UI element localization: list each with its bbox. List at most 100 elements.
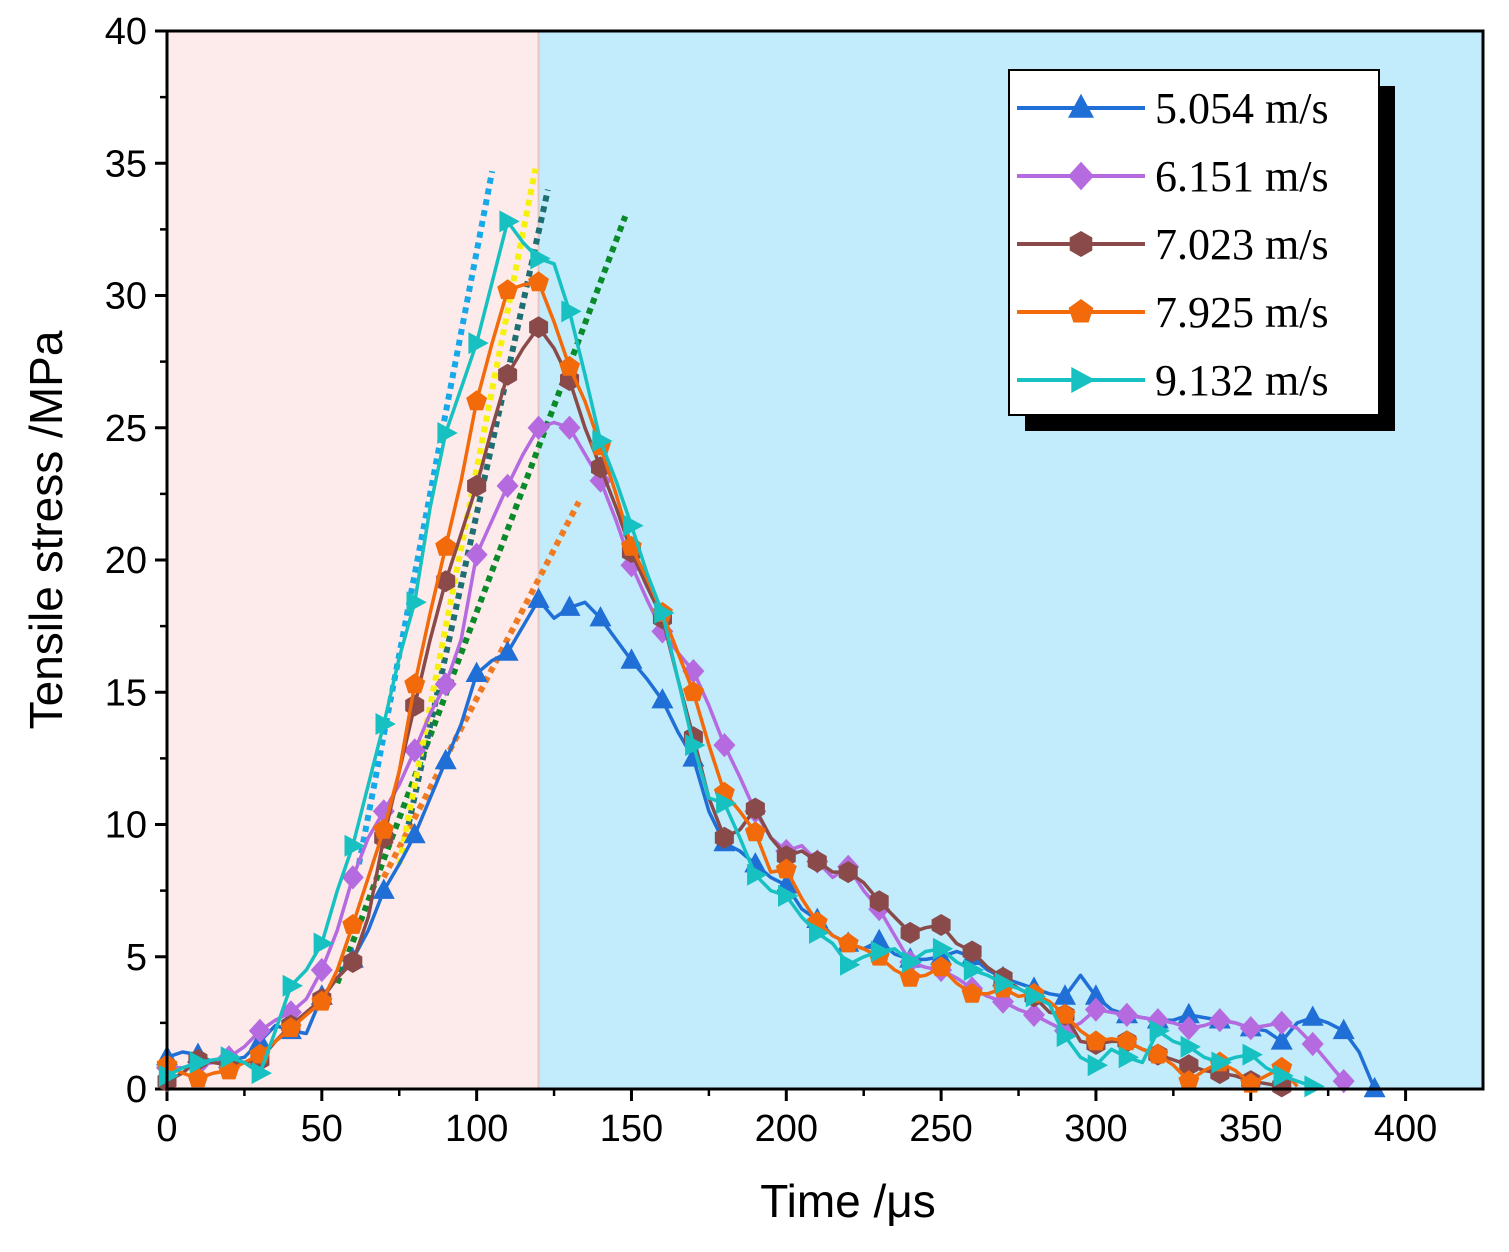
data-point (1056, 1025, 1078, 1048)
data-point (838, 861, 858, 884)
data-point (1149, 1019, 1170, 1042)
trend-line (356, 170, 496, 865)
data-point (1118, 1046, 1139, 1069)
data-point (251, 1062, 272, 1085)
legend-label: 9.132 m/s (1155, 356, 1329, 405)
data-point (344, 834, 365, 857)
data-point (496, 473, 519, 498)
data-point (1084, 997, 1107, 1022)
x-tick-label: 300 (1064, 1108, 1127, 1150)
data-point (589, 606, 612, 627)
data-point (311, 990, 333, 1011)
plot-border (165, 29, 1485, 1091)
legend-label: 7.023 m/s (1155, 220, 1329, 269)
data-point (1301, 1005, 1324, 1026)
data-point (1332, 1018, 1355, 1040)
data-point (592, 430, 613, 452)
data-point (994, 972, 1016, 995)
legend-label: 6.151 m/s (1155, 152, 1329, 201)
data-point (651, 688, 674, 709)
data-point (1178, 1070, 1200, 1090)
legend-marker (1071, 367, 1096, 393)
data-point (437, 422, 458, 444)
series-5 (158, 210, 1325, 1098)
data-point (1085, 1030, 1107, 1051)
data-point (187, 1067, 209, 1088)
y-tick-label: 15 (105, 672, 147, 714)
x-tick-label: 150 (600, 1108, 663, 1150)
legend-marker (1069, 231, 1093, 257)
data-point (313, 932, 334, 955)
legend: 5.054 m/s 6.151 m/s 7.023 m/s 7.925 m/s 9.13… (1008, 69, 1395, 431)
data-point (1087, 1054, 1108, 1077)
legend-marker (1068, 161, 1094, 191)
data-point (343, 951, 363, 973)
data-point (1301, 1031, 1324, 1057)
data-point (1177, 1016, 1200, 1041)
data-point (1116, 1030, 1138, 1051)
y-tick-label: 40 (105, 11, 147, 53)
data-point (466, 390, 488, 411)
data-point (499, 210, 520, 233)
data-point (158, 1064, 180, 1087)
data-point (1270, 1010, 1293, 1035)
data-point (1147, 1043, 1169, 1064)
data-point (1211, 1051, 1232, 1074)
data-point (558, 415, 581, 440)
data-point (282, 974, 303, 997)
data-point (1177, 1002, 1200, 1024)
data-point (528, 271, 549, 292)
data-point (713, 733, 736, 758)
data-point (403, 823, 426, 844)
data-point (1115, 1002, 1138, 1027)
data-point (837, 932, 859, 953)
data-point (310, 957, 333, 983)
legend-label: 7.925 m/s (1155, 288, 1329, 337)
data-point (561, 300, 582, 323)
data-point (931, 914, 951, 936)
data-point (1084, 984, 1107, 1005)
data-point (716, 792, 737, 815)
x-tick-label: 400 (1374, 1108, 1437, 1150)
data-point (840, 953, 861, 976)
data-point (530, 247, 551, 270)
data-point (527, 587, 550, 608)
y-tick-label: 30 (105, 276, 147, 318)
data-point (620, 648, 643, 669)
data-point (1270, 1029, 1293, 1050)
data-point (776, 845, 796, 868)
data-point (465, 542, 488, 567)
data-point (1180, 1035, 1201, 1058)
data-point (623, 514, 644, 537)
y-tick-label: 10 (105, 805, 147, 847)
x-axis-title: Time /μs (760, 1175, 936, 1227)
y-tick-label: 0 (126, 1069, 147, 1111)
y-tick-label: 5 (126, 937, 147, 979)
data-point (404, 673, 426, 694)
trend-line (405, 189, 551, 826)
legend-marker (1068, 93, 1094, 118)
data-point (1054, 1003, 1076, 1024)
data-point (1023, 1002, 1045, 1027)
data-point (1242, 1043, 1263, 1066)
data-point (870, 940, 892, 963)
data-point (497, 279, 519, 300)
data-point (961, 982, 983, 1003)
data-point (467, 474, 487, 497)
data-point (589, 468, 612, 493)
data-point (654, 601, 675, 624)
data-point (436, 570, 456, 593)
legend-marker (1068, 299, 1094, 323)
data-point (559, 355, 580, 376)
data-point (745, 797, 765, 820)
data-point (496, 640, 519, 661)
data-point (809, 921, 830, 944)
data-point (248, 1018, 271, 1043)
data-point (682, 681, 704, 702)
data-point (465, 661, 488, 682)
data-point (963, 959, 985, 981)
tick-labels: 0 50 100 150 200 250 300 350 400 0 5 10 15 20 25 30 35 40 (105, 11, 1438, 1150)
data-point (744, 821, 766, 842)
data-point (1273, 1064, 1294, 1087)
